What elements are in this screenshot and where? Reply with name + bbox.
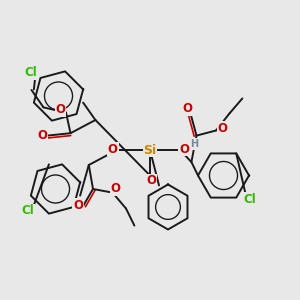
Text: H: H [190,139,199,149]
Text: O: O [179,142,189,156]
Text: O: O [37,129,47,142]
Text: O: O [108,142,118,156]
Text: O: O [146,174,156,188]
Text: Cl: Cl [25,66,37,79]
Text: O: O [110,182,121,196]
Text: O: O [218,122,228,135]
Text: Cl: Cl [244,193,256,206]
Text: O: O [73,199,83,212]
Text: Cl: Cl [22,204,34,218]
Text: O: O [56,103,66,116]
Text: O: O [183,102,193,115]
Text: Si: Si [143,143,157,157]
